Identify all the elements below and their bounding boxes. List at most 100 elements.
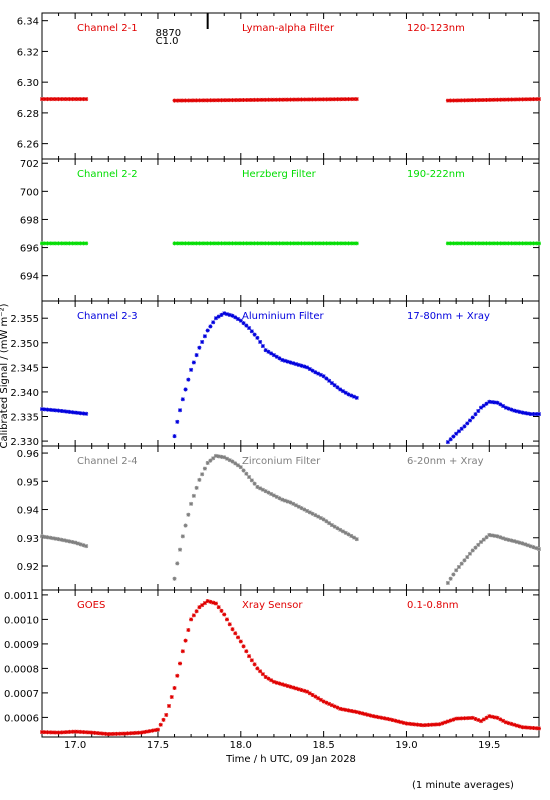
data-point (211, 98, 216, 103)
data-point (255, 666, 260, 671)
data-point (316, 241, 321, 246)
panel-label-channel-2-3: 17-80nm + Xray (407, 311, 490, 322)
data-point (277, 681, 282, 686)
data-point (467, 716, 472, 721)
data-point (285, 97, 290, 102)
data-point (53, 536, 58, 541)
data-point (236, 317, 241, 322)
panel-label-channel-2-3: Aluminium Filter (242, 311, 325, 322)
data-point (202, 98, 207, 103)
data-point (412, 722, 417, 727)
data-point (379, 715, 384, 720)
data-point (509, 721, 514, 726)
data-point (324, 700, 329, 705)
data-point (271, 241, 276, 246)
data-point (78, 411, 83, 416)
data-point (282, 97, 287, 102)
data-point (498, 241, 503, 246)
data-point (313, 241, 318, 246)
data-point (222, 241, 227, 246)
data-point (178, 241, 183, 246)
data-point (302, 241, 307, 246)
data-point (67, 409, 72, 414)
data-point (216, 605, 221, 610)
data-point (305, 365, 310, 370)
data-point (490, 533, 495, 538)
data-point (498, 97, 503, 102)
data-point (230, 627, 235, 632)
data-point (512, 241, 517, 246)
panel-label-channel-2-1: Lyman-alpha Filter (242, 23, 335, 34)
y-tick-label: 696 (20, 244, 39, 255)
data-point (236, 241, 241, 246)
data-point (255, 484, 260, 489)
data-point (213, 98, 218, 103)
data-point (525, 411, 530, 416)
data-point (495, 97, 500, 102)
data-point (476, 542, 481, 547)
data-point (59, 730, 64, 735)
data-point (230, 459, 235, 464)
data-point (280, 357, 285, 362)
data-point (354, 537, 359, 542)
x-tick-label: 17.0 (64, 740, 86, 751)
data-point (211, 320, 216, 325)
data-point (324, 376, 329, 381)
panel-label-channel-2-3: Channel 2-3 (77, 311, 138, 322)
data-point (517, 724, 522, 729)
data-point (40, 730, 44, 735)
data-point (537, 726, 541, 731)
data-point (200, 603, 205, 608)
data-point (227, 622, 232, 627)
data-point (172, 241, 177, 246)
data-point (86, 730, 91, 735)
data-point (346, 532, 351, 537)
data-point (409, 722, 414, 727)
data-point (473, 412, 478, 417)
data-point (484, 715, 489, 720)
data-point (227, 312, 232, 317)
data-point (280, 97, 285, 102)
data-point (476, 408, 481, 413)
data-point (40, 97, 44, 102)
data-point (271, 679, 276, 684)
data-point (313, 370, 318, 375)
data-point (343, 241, 348, 246)
data-point (252, 662, 257, 667)
panel-label-channel-2-1: Channel 2-1 (77, 23, 138, 34)
data-point (445, 98, 450, 103)
data-point (205, 460, 210, 465)
data-point (42, 241, 47, 246)
data-point (393, 718, 398, 723)
data-point (73, 540, 78, 545)
data-point (224, 98, 229, 103)
data-point (479, 540, 484, 544)
data-point (506, 537, 511, 542)
data-point (247, 475, 252, 480)
data-point (48, 730, 53, 735)
data-point (525, 543, 530, 548)
data-point (454, 98, 459, 103)
data-point (288, 500, 293, 505)
data-point (178, 547, 183, 552)
data-point (448, 98, 453, 103)
data-point (501, 536, 506, 541)
data-point (537, 241, 541, 246)
data-point (404, 721, 409, 726)
data-point (219, 98, 224, 103)
data-point (307, 366, 312, 371)
data-point (349, 241, 354, 246)
data-point (445, 241, 450, 246)
data-point (233, 631, 238, 636)
data-point (329, 241, 334, 246)
data-point (266, 490, 271, 495)
data-point (534, 546, 539, 551)
data-point (531, 545, 536, 550)
data-point (84, 97, 89, 102)
data-point (517, 241, 522, 246)
data-point (260, 97, 265, 102)
data-point (216, 241, 221, 246)
data-point (332, 241, 337, 246)
data-point (48, 97, 53, 102)
data-point (327, 521, 332, 526)
